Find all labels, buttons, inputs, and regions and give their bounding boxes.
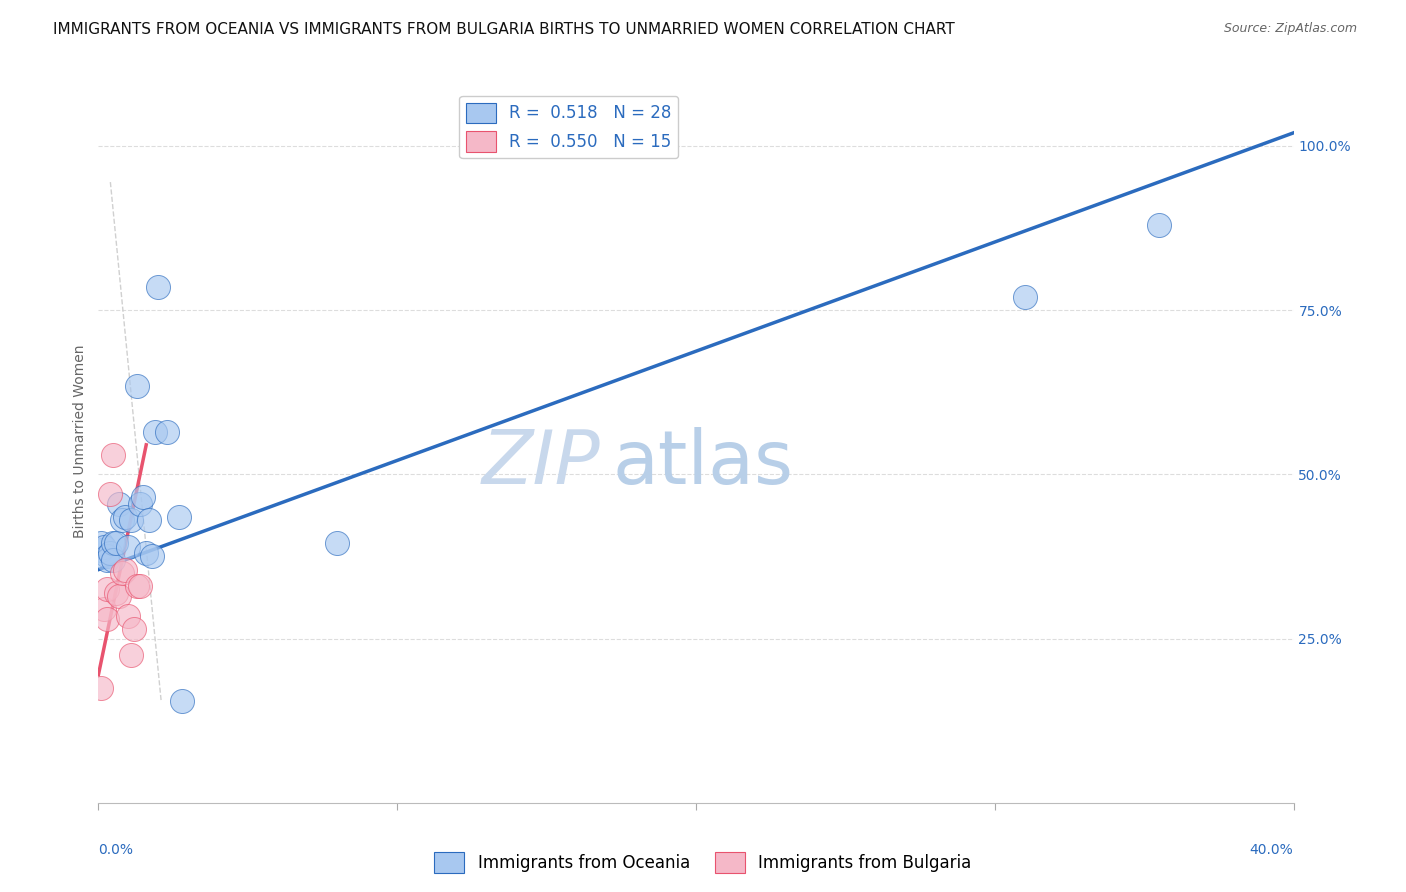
Text: atlas: atlas [613,426,793,500]
Text: IMMIGRANTS FROM OCEANIA VS IMMIGRANTS FROM BULGARIA BIRTHS TO UNMARRIED WOMEN CO: IMMIGRANTS FROM OCEANIA VS IMMIGRANTS FR… [53,22,955,37]
Point [105,585,128,599]
Point [93,540,115,554]
Point [98,487,122,501]
Point [103,536,125,550]
Point [98,546,122,560]
Y-axis label: Births to Unmarried Women: Births to Unmarried Women [73,345,87,538]
Point [114,510,136,524]
Legend: R =  0.518   N = 28, R =  0.550   N = 15: R = 0.518 N = 28, R = 0.550 N = 15 [460,95,678,158]
Point [114,563,136,577]
Point [124,622,146,636]
Legend: Immigrants from Oceania, Immigrants from Bulgaria: Immigrants from Oceania, Immigrants from… [427,846,979,880]
Point [93,602,115,616]
Point [111,513,134,527]
Point [120,648,142,662]
Point [326,536,349,550]
Point [129,497,152,511]
Text: 0.0%: 0.0% [98,843,134,856]
Point [141,549,163,564]
Point [103,448,125,462]
Point [90,542,112,557]
Point [108,589,131,603]
Point [105,536,128,550]
Point [138,513,160,527]
Point [90,536,112,550]
Point [148,280,170,294]
Point [120,513,142,527]
Point [117,540,139,554]
Text: Source: ZipAtlas.com: Source: ZipAtlas.com [1223,22,1357,36]
Point [129,579,152,593]
Point [143,425,166,439]
Point [96,553,118,567]
Point [1147,218,1170,232]
Point [103,553,125,567]
Point [127,579,149,593]
Point [132,491,155,505]
Point [96,612,118,626]
Point [172,694,194,708]
Text: ZIP: ZIP [482,427,600,500]
Point [111,566,134,580]
Point [167,510,190,524]
Point [156,425,179,439]
Point [96,582,118,597]
Point [96,549,118,564]
Point [127,378,149,392]
Point [90,681,112,695]
Text: 40.0%: 40.0% [1250,843,1294,856]
Point [1014,290,1036,304]
Point [117,608,139,623]
Point [135,546,157,560]
Point [108,497,131,511]
